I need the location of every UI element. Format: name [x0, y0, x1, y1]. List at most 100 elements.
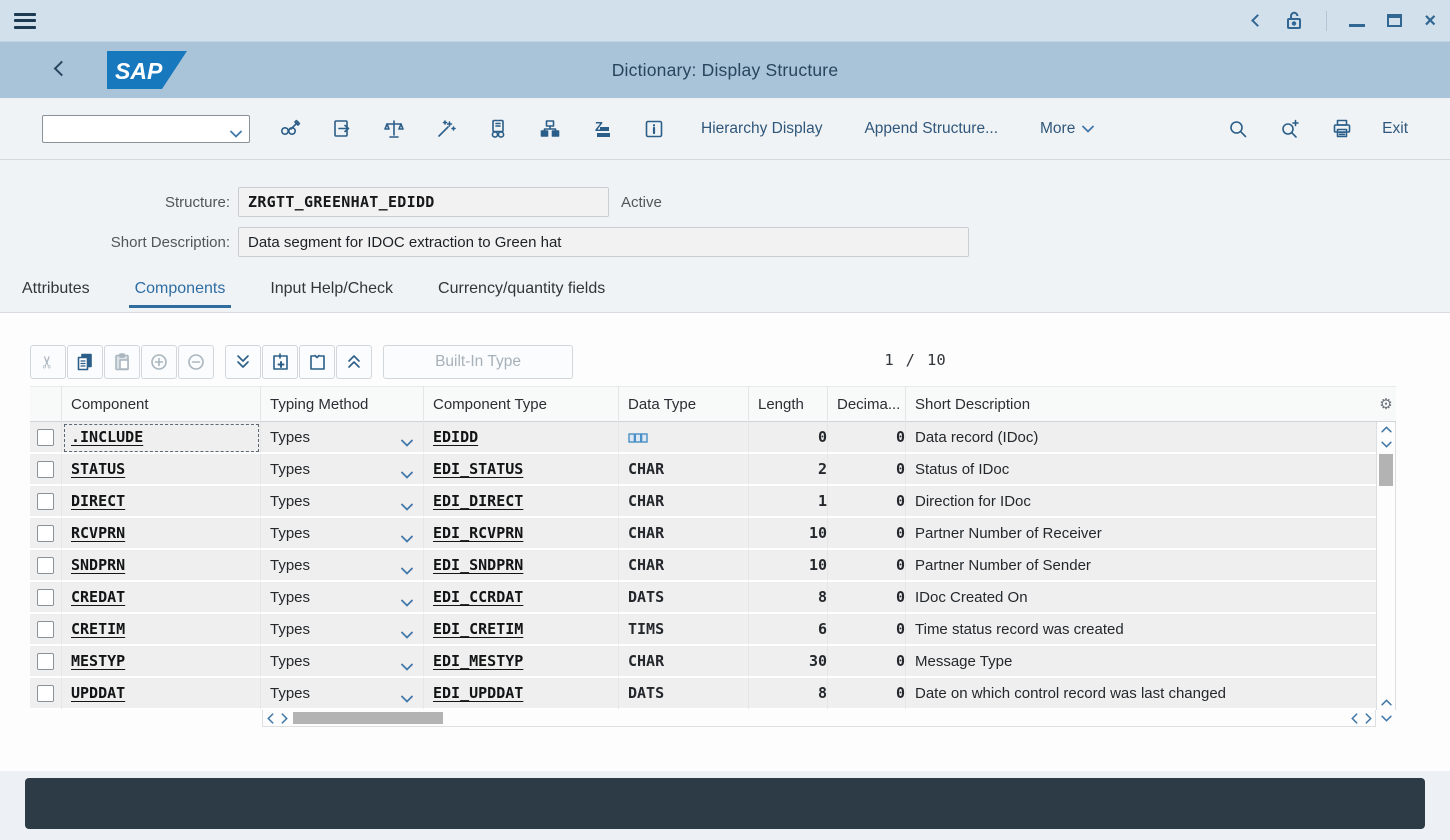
component-link[interactable]: SNDPRN	[71, 556, 126, 574]
component-link[interactable]: UPDDAT	[71, 684, 126, 702]
search-next-icon[interactable]	[1264, 109, 1316, 149]
runtime-object-icon[interactable]: Z	[576, 109, 628, 149]
close-icon[interactable]: ×	[1424, 9, 1436, 32]
column-header-component[interactable]: Component	[62, 386, 261, 422]
column-header-decimals[interactable]: Decima...	[828, 386, 906, 422]
component-type-link[interactable]: EDI_MESTYP	[433, 652, 524, 670]
chevron-down-icon[interactable]	[401, 562, 413, 579]
component-link[interactable]: CRETIM	[71, 620, 126, 638]
scroll-right-icon[interactable]	[277, 710, 291, 726]
expand-all-button[interactable]	[225, 345, 261, 379]
scroll-left-icon[interactable]	[263, 710, 277, 726]
exit-button[interactable]: Exit	[1382, 119, 1408, 137]
chevron-down-icon[interactable]	[401, 530, 413, 547]
scroll-down-icon[interactable]	[1376, 710, 1396, 727]
chevron-down-icon[interactable]	[401, 626, 413, 643]
row-checkbox[interactable]	[37, 556, 54, 574]
horizontal-scrollbar[interactable]	[262, 710, 1376, 727]
chevron-down-icon[interactable]	[401, 658, 413, 675]
scroll-up-icon[interactable]	[1376, 695, 1396, 710]
table-toolbar: ✂ B	[30, 345, 573, 379]
display-change-icon[interactable]	[264, 109, 316, 149]
insert-line-button[interactable]	[262, 345, 298, 379]
minimize-icon[interactable]	[1349, 24, 1366, 27]
component-link[interactable]: STATUS	[71, 460, 126, 478]
vertical-scrollbar-thumb[interactable]	[1379, 454, 1393, 486]
row-checkbox[interactable]	[37, 588, 54, 606]
row-checkbox[interactable]	[37, 492, 54, 510]
component-type-link[interactable]: EDI_CRETIM	[433, 620, 524, 638]
tab-currency-quantity-fields[interactable]: Currency/quantity fields	[438, 280, 606, 297]
data-type-value: CHAR	[628, 492, 665, 510]
append-structure-button[interactable]: Append Structure...	[843, 109, 1019, 149]
short-description-field[interactable]: Data segment for IDOC extraction to Gree…	[238, 227, 969, 257]
hierarchy-icon[interactable]	[524, 109, 576, 149]
search-icon[interactable]	[1212, 109, 1264, 149]
component-link[interactable]: RCVPRN	[71, 524, 126, 542]
column-header-short-description[interactable]: Short Description	[906, 386, 1376, 422]
command-input[interactable]	[49, 116, 225, 141]
column-header-component-type[interactable]: Component Type	[424, 386, 619, 422]
row-checkbox[interactable]	[37, 684, 54, 702]
chevron-down-icon[interactable]	[401, 434, 413, 451]
hierarchy-display-button[interactable]: Hierarchy Display	[680, 109, 843, 149]
back-chevron-icon[interactable]	[1251, 14, 1265, 27]
paste-button[interactable]	[104, 345, 140, 379]
row-checkbox[interactable]	[37, 652, 54, 670]
delete-row-button-disabled[interactable]	[178, 345, 214, 379]
tab-input-help-check[interactable]: Input Help/Check	[270, 280, 394, 297]
component-link[interactable]: .INCLUDE	[71, 428, 144, 446]
copy-button[interactable]	[67, 345, 103, 379]
component-cell: UPDDAT	[62, 678, 261, 710]
component-type-link[interactable]: EDI_CCRDAT	[433, 588, 524, 606]
scroll-left-icon[interactable]	[1347, 710, 1361, 726]
component-link[interactable]: CREDAT	[71, 588, 126, 606]
scroll-down-icon[interactable]	[1376, 437, 1396, 452]
component-link[interactable]: MESTYP	[71, 652, 126, 670]
column-header-length[interactable]: Length	[749, 386, 828, 422]
transport-copy-icon[interactable]	[316, 109, 368, 149]
component-type-link[interactable]: EDI_RCVPRN	[433, 524, 524, 542]
chevron-down-icon[interactable]	[230, 125, 242, 143]
tab-attributes[interactable]: Attributes	[22, 280, 90, 297]
print-icon[interactable]	[1316, 109, 1368, 149]
cut-button[interactable]: ✂	[30, 345, 66, 379]
select-column-header[interactable]	[30, 386, 62, 422]
structure-name-field[interactable]: ZRGTT_GREENHAT_EDIDD	[238, 187, 609, 217]
row-checkbox[interactable]	[37, 428, 54, 446]
row-checkbox[interactable]	[37, 460, 54, 478]
component-type-link[interactable]: EDIDD	[433, 428, 479, 446]
insert-row-button-disabled[interactable]	[141, 345, 177, 379]
hamburger-menu-icon[interactable]	[14, 12, 36, 29]
vertical-scrollbar[interactable]	[1376, 422, 1396, 710]
more-menu-button[interactable]: More	[1019, 109, 1115, 149]
table-settings-gear-icon[interactable]: ⚙	[1379, 396, 1393, 413]
horizontal-scrollbar-thumb[interactable]	[293, 712, 443, 724]
chevron-down-icon[interactable]	[401, 498, 413, 515]
component-link[interactable]: DIRECT	[71, 492, 126, 510]
column-header-typing-method[interactable]: Typing Method	[261, 386, 424, 422]
command-field[interactable]	[42, 114, 250, 143]
component-type-link[interactable]: EDI_UPDDAT	[433, 684, 524, 702]
chevron-down-icon[interactable]	[401, 690, 413, 707]
chevron-down-icon[interactable]	[401, 466, 413, 483]
scroll-up-icon[interactable]	[1376, 422, 1396, 437]
info-icon[interactable]	[628, 109, 680, 149]
component-type-link[interactable]: EDI_SNDPRN	[433, 556, 524, 574]
collapse-all-button[interactable]	[336, 345, 372, 379]
unlock-icon[interactable]	[1284, 10, 1304, 32]
maximize-icon[interactable]	[1387, 14, 1403, 27]
scroll-right-icon[interactable]	[1361, 710, 1375, 726]
where-used-icon[interactable]	[472, 109, 524, 149]
check-consistency-icon[interactable]	[368, 109, 420, 149]
delete-line-button[interactable]	[299, 345, 335, 379]
row-checkbox[interactable]	[37, 524, 54, 542]
chevron-down-icon[interactable]	[401, 594, 413, 611]
tab-components[interactable]: Components	[128, 276, 232, 308]
row-checkbox[interactable]	[37, 620, 54, 638]
built-in-type-button[interactable]: Built-In Type	[383, 345, 573, 379]
column-header-data-type[interactable]: Data Type	[619, 386, 749, 422]
component-type-link[interactable]: EDI_DIRECT	[433, 492, 524, 510]
activate-wand-icon[interactable]	[420, 109, 472, 149]
component-type-link[interactable]: EDI_STATUS	[433, 460, 524, 478]
